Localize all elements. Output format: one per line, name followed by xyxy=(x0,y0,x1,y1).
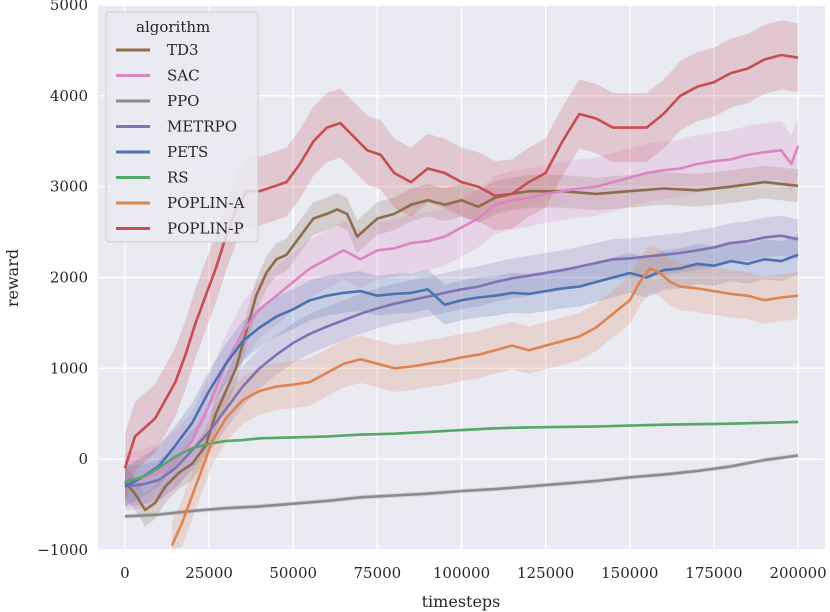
legend-label-sac: SAC xyxy=(167,67,200,85)
legend-items: TD3 SAC PPO METRPO PETS RS POPLIN-A POPLIN-P xyxy=(116,41,245,238)
legend-label-ppo: PPO xyxy=(167,92,199,110)
series-line-pets xyxy=(124,253,799,488)
x-tick-label: 75000 xyxy=(353,564,401,582)
legend-label-metrpo: METRPO xyxy=(167,118,237,136)
x-tick-label: 175000 xyxy=(685,564,742,582)
series-lines xyxy=(123,53,800,547)
x-tick-label: 150000 xyxy=(601,564,658,582)
x-tick-label: 100000 xyxy=(433,564,490,582)
y-tick-label: 1000 xyxy=(50,359,88,377)
series-line-td3 xyxy=(123,180,799,512)
series-line-poplin-p xyxy=(123,53,799,469)
x-tick-label: 200000 xyxy=(769,564,826,582)
legend-label-td3: TD3 xyxy=(167,41,199,59)
grid-lines xyxy=(98,4,825,551)
legend-label-rs: RS xyxy=(167,169,189,187)
y-tick-label: −1000 xyxy=(37,541,88,559)
x-axis-label: timesteps xyxy=(422,592,501,611)
x-tick-label: 125000 xyxy=(517,564,574,582)
series-line-rs xyxy=(124,420,799,484)
legend-label-poplin-a: POPLIN-A xyxy=(167,194,245,212)
series-line-sac xyxy=(124,145,800,484)
y-tick-label: 2000 xyxy=(50,269,88,287)
series-line-metrpo xyxy=(124,234,799,488)
x-tick-label: 50000 xyxy=(269,564,317,582)
y-tick-label: 0 xyxy=(78,450,88,468)
band-pets xyxy=(124,234,799,507)
band-poplin-p xyxy=(124,20,799,503)
y-tick-labels: −1000 0 1000 2000 3000 4000 5000 xyxy=(37,0,88,559)
series-line-poplin-a xyxy=(170,267,799,547)
y-tick-label: 5000 xyxy=(50,0,88,14)
band-sac xyxy=(124,116,799,511)
legend-label-pets: PETS xyxy=(167,143,208,161)
band-metrpo xyxy=(124,215,799,507)
band-poplin-a xyxy=(172,244,799,551)
legend-label-poplin-p: POPLIN-P xyxy=(167,220,244,238)
y-tick-label: 4000 xyxy=(50,87,88,105)
y-axis-label: reward xyxy=(3,249,22,307)
x-tick-label: 25000 xyxy=(185,564,233,582)
x-tick-labels: 0 25000 50000 75000 100000 125000 150000 175000… xyxy=(120,564,827,582)
band-ppo xyxy=(124,453,799,519)
band-td3 xyxy=(124,165,799,527)
x-tick-label: 0 xyxy=(120,564,130,582)
legend: algorithm TD3 SAC PPO METRPO PETS RS POPLIN-A P… xyxy=(105,11,259,243)
legend-box xyxy=(105,11,259,243)
y-tick-label: 3000 xyxy=(50,178,88,196)
series-line-ppo xyxy=(124,454,799,518)
legend-title: algorithm xyxy=(136,18,210,36)
